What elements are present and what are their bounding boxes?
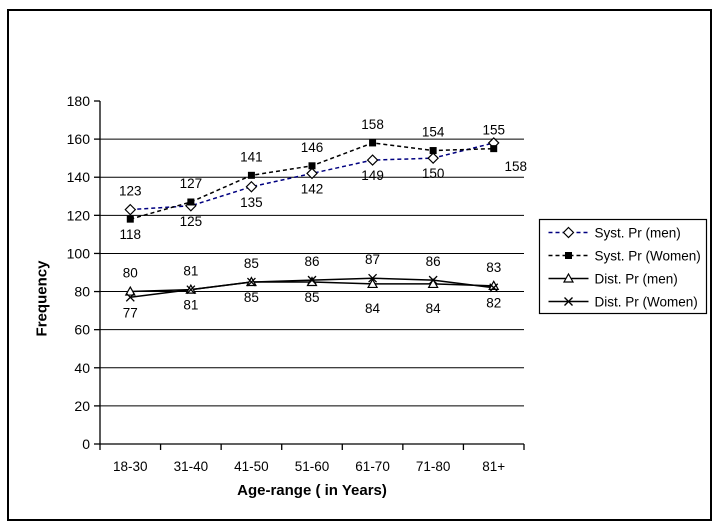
diamond-marker <box>124 203 137 216</box>
data-label: 77 <box>123 305 138 320</box>
data-label: 158 <box>504 159 527 174</box>
data-label: 85 <box>244 256 259 271</box>
x-marker <box>246 277 256 287</box>
data-label: 135 <box>240 195 263 210</box>
diamond-marker <box>427 152 439 165</box>
x-marker <box>186 285 196 295</box>
y-tick-label: 100 <box>67 245 91 261</box>
y-tick-label: 120 <box>67 207 91 223</box>
data-label: 150 <box>422 166 445 181</box>
square-marker <box>308 162 316 170</box>
data-label: 85 <box>244 290 259 305</box>
y-tick-label: 140 <box>67 169 91 185</box>
triangle-marker <box>427 278 439 289</box>
legend-triangle-marker <box>562 272 575 283</box>
y-tick-label: 80 <box>74 284 90 300</box>
y-tick-label: 0 <box>82 436 90 452</box>
data-label: 158 <box>361 117 384 132</box>
legend-square-marker <box>565 252 572 259</box>
data-label: 86 <box>426 254 441 269</box>
square-marker <box>369 139 377 147</box>
data-label: 118 <box>120 227 142 242</box>
data-label: 80 <box>123 266 138 281</box>
x-marker <box>307 275 317 285</box>
diamond-marker <box>366 154 379 166</box>
square-marker <box>429 147 437 155</box>
data-label: 142 <box>301 181 324 196</box>
x-category-label: 41-50 <box>234 459 269 474</box>
x-category-label: 31-40 <box>174 459 209 474</box>
y-tick-label: 20 <box>74 398 90 414</box>
y-tick-label: 60 <box>74 322 90 338</box>
legend-label: Syst. Pr (Women) <box>595 249 701 264</box>
legend-x-marker <box>564 297 573 306</box>
square-marker <box>247 171 255 179</box>
data-label: 81 <box>183 298 198 313</box>
x-marker <box>125 292 135 302</box>
square-marker <box>187 198 195 206</box>
diamond-marker <box>306 167 318 180</box>
x-category-label: 18-30 <box>113 459 148 474</box>
data-label: 82 <box>486 296 501 311</box>
x-category-label: 81+ <box>482 459 505 474</box>
data-label: 85 <box>304 290 319 305</box>
x-marker <box>489 283 499 293</box>
triangle-marker <box>124 285 136 296</box>
square-marker <box>126 215 134 223</box>
data-label: 127 <box>180 176 203 191</box>
data-label: 146 <box>301 140 324 155</box>
data-label: 149 <box>361 168 384 183</box>
y-tick-label: 160 <box>67 131 91 147</box>
chart-frame <box>7 9 712 521</box>
data-label: 87 <box>365 252 380 267</box>
data-label: 84 <box>365 301 381 316</box>
legend-label: Dist. Pr (Women) <box>595 295 698 310</box>
x-marker <box>368 273 378 283</box>
x-axis-title: Age-range ( in Years) <box>237 482 387 499</box>
data-label: 86 <box>304 254 319 269</box>
diamond-marker <box>245 180 258 193</box>
triangle-marker <box>367 278 379 289</box>
data-label: 125 <box>180 214 203 229</box>
y-axis-title: Frequency <box>33 260 51 337</box>
x-category-label: 51-60 <box>295 459 330 474</box>
square-marker <box>490 145 498 153</box>
data-label: 154 <box>422 125 445 140</box>
legend-label: Syst. Pr (men) <box>595 226 681 241</box>
data-label: 155 <box>482 123 505 138</box>
legend-diamond-marker <box>562 226 575 239</box>
data-label: 81 <box>183 264 198 279</box>
legend-label: Dist. Pr (men) <box>595 272 678 287</box>
data-label: 84 <box>426 301 442 316</box>
x-marker <box>428 275 438 285</box>
data-label: 83 <box>486 260 501 275</box>
data-label: 141 <box>240 149 263 164</box>
y-tick-label: 40 <box>74 360 90 376</box>
y-tick-label: 180 <box>67 93 91 109</box>
data-label: 123 <box>119 184 142 199</box>
x-category-label: 71-80 <box>416 459 451 474</box>
x-category-label: 61-70 <box>355 459 390 474</box>
